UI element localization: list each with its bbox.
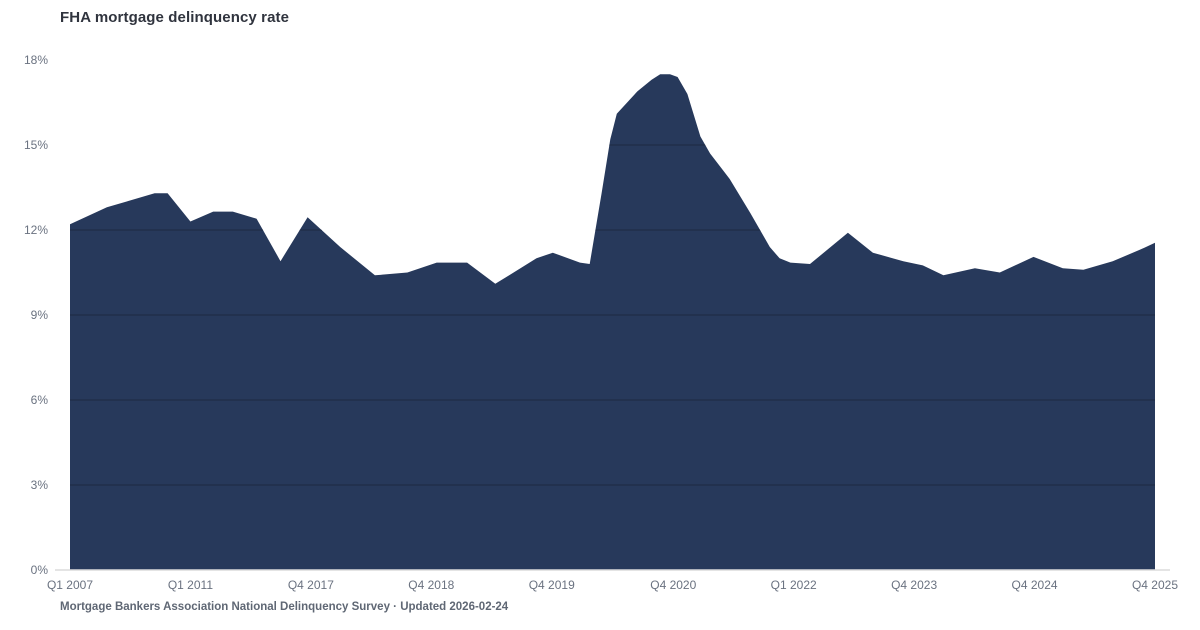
x-tick-label: Q4 2024 (1012, 578, 1058, 592)
x-tick-label: Q1 2007 (47, 578, 93, 592)
x-tick-label: Q4 2019 (529, 578, 575, 592)
x-tick-label: Q4 2018 (408, 578, 454, 592)
y-tick-label: 12% (24, 223, 48, 237)
source-note: Mortgage Bankers Association National De… (60, 601, 509, 613)
x-tick-label: Q1 2011 (168, 578, 213, 592)
x-tick-label: Q4 2023 (891, 578, 937, 592)
chart-title: FHA mortgage delinquency rate (60, 9, 290, 26)
y-tick-label: 15% (24, 138, 48, 152)
y-tick-label: 3% (31, 478, 49, 492)
y-tick-label: 9% (31, 308, 49, 322)
y-tick-label: 18% (24, 53, 48, 67)
area-series (70, 74, 1155, 570)
y-tick-label: 0% (31, 563, 49, 577)
x-tick-label: Q1 2022 (771, 578, 817, 592)
x-tick-label: Q4 2025 (1132, 578, 1178, 592)
y-tick-label: 6% (31, 393, 49, 407)
x-tick-label: Q4 2017 (288, 578, 334, 592)
x-tick-label: Q4 2020 (650, 578, 696, 592)
